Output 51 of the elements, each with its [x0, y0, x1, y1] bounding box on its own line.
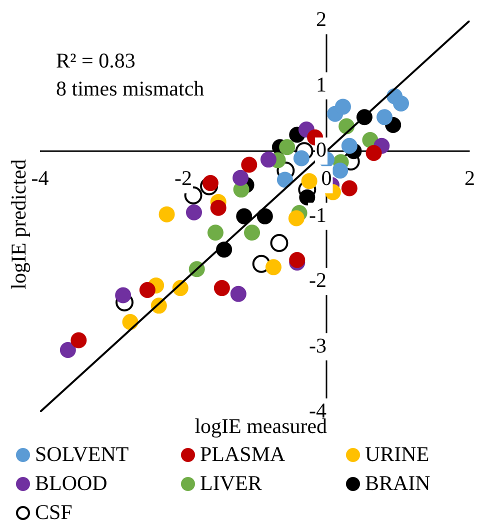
point — [186, 204, 202, 220]
point — [210, 200, 226, 216]
point — [288, 210, 304, 226]
x-tick-label: 2 — [464, 166, 475, 190]
y-tick-label: -1 — [309, 202, 326, 227]
point — [270, 234, 288, 252]
y-axis-title: logIE predicted — [6, 158, 31, 290]
legend-label: URINE — [365, 441, 430, 468]
y-tick-label: 1 — [316, 72, 326, 96]
point — [232, 170, 249, 186]
point — [60, 342, 76, 358]
point — [115, 287, 132, 304]
annotation: R² = 0.83 — [56, 48, 136, 73]
point — [260, 152, 276, 168]
point — [301, 173, 318, 190]
legend-label: CSF — [35, 499, 72, 526]
y-tick-label: -3 — [309, 333, 326, 358]
point — [236, 208, 252, 224]
y-tick-label: 2 — [316, 7, 326, 32]
legend-label: BLOOD — [35, 470, 108, 497]
point — [158, 206, 175, 222]
point — [276, 172, 293, 188]
point — [279, 139, 296, 156]
legend-label: BRAIN — [365, 470, 430, 497]
legend-label: PLASMA — [200, 441, 286, 468]
point — [366, 145, 382, 162]
legend-label: SOLVENT — [35, 441, 129, 468]
x-tick-label: -4 — [31, 166, 50, 190]
point — [244, 224, 260, 241]
point — [266, 259, 282, 276]
point — [392, 95, 409, 112]
x-tick-label: -2 — [174, 166, 192, 190]
point — [241, 156, 258, 173]
point — [230, 286, 246, 302]
point — [202, 175, 218, 192]
point — [332, 162, 348, 179]
y-tick-label: -2 — [309, 268, 326, 292]
point — [334, 98, 351, 115]
y-tick-label: 0 — [316, 138, 326, 162]
annotation: 8 times mismatch — [56, 76, 205, 101]
point — [341, 138, 358, 154]
point — [256, 208, 273, 224]
point — [139, 282, 156, 298]
point — [70, 332, 87, 348]
legend-label: LIVER — [200, 470, 262, 497]
point — [341, 180, 358, 196]
point — [293, 150, 310, 166]
point — [376, 109, 393, 126]
point — [214, 280, 230, 296]
point — [299, 189, 316, 206]
point — [207, 224, 224, 241]
